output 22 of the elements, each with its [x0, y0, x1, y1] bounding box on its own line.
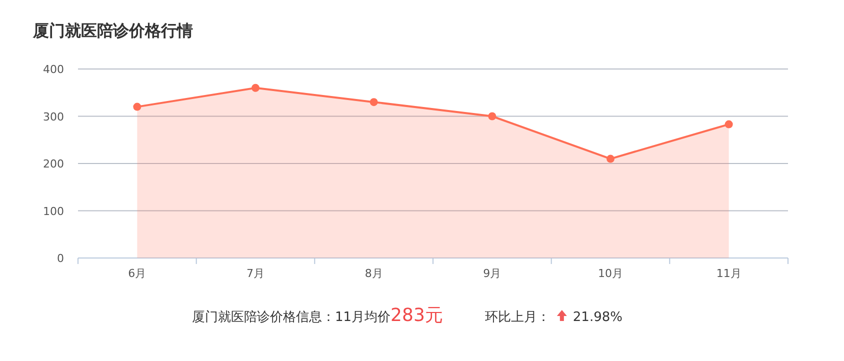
point	[724, 120, 733, 128]
x-tick-label: 8月	[364, 267, 383, 280]
y-tick-label: 400	[43, 63, 64, 76]
y-tick-label: 0	[57, 252, 64, 265]
point	[133, 102, 142, 111]
y-tick-label: 300	[43, 110, 64, 124]
x-tick-label: 10月	[598, 267, 623, 280]
text: 环比上月：	[484, 310, 550, 325]
x-tick-label: 6月	[128, 267, 146, 280]
text: 厦门就医陪诊价格信息：11月均价	[192, 309, 391, 325]
x-tick-label: 7月	[246, 267, 264, 280]
point	[252, 84, 260, 92]
point	[606, 154, 614, 163]
y-tick-label: 100	[43, 204, 64, 218]
y-tick-label: 200	[43, 158, 64, 170]
text: 21.98%	[572, 310, 622, 325]
chart-title: 厦门就医陪诊价格行情	[32, 21, 193, 40]
x-tick-label: 11月	[716, 267, 742, 280]
point	[370, 98, 378, 106]
x-tick-label: 9月	[483, 267, 502, 280]
point	[488, 112, 496, 120]
text: 283元	[390, 305, 443, 326]
